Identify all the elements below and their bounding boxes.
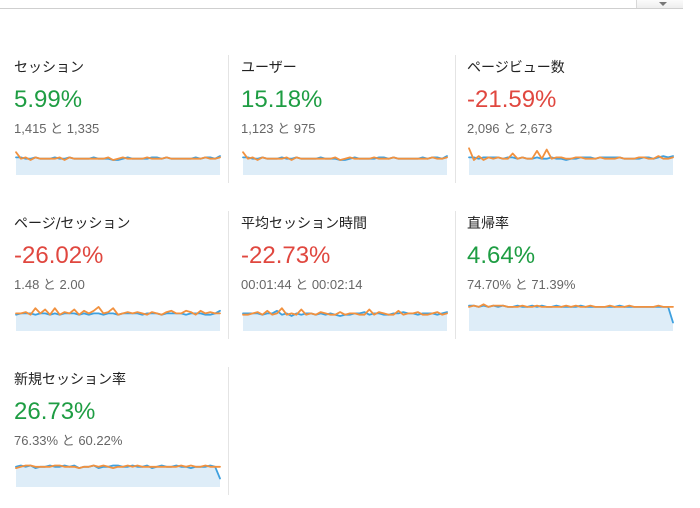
metric-sparkline (242, 307, 448, 331)
metric-card-bounce-rate: 直帰率 4.64% 74.70% と 71.39% (467, 211, 681, 339)
metric-title: 新規セッション率 (14, 372, 126, 388)
previous-series-line (242, 307, 448, 316)
sparkline-area (16, 465, 220, 487)
top-divider (0, 0, 683, 9)
previous-series-line (242, 151, 448, 161)
metric-comparison: 1.48 と 2.00 (14, 277, 85, 292)
metric-sparkline (468, 303, 674, 331)
metric-title: ページ/セッション (14, 216, 131, 232)
metric-comparison: 1,123 と 975 (241, 121, 316, 136)
metric-sparkline (468, 147, 674, 175)
sparkline-area (243, 156, 447, 175)
metric-sparkline (242, 151, 448, 175)
metric-change: 5.99% (14, 86, 83, 113)
metric-title: 直帰率 (467, 216, 509, 232)
metric-change: -22.73% (241, 242, 331, 269)
sparkline-area (16, 310, 220, 331)
previous-series-line (468, 303, 674, 308)
metric-sparkline (15, 306, 221, 331)
previous-series-line (468, 147, 674, 161)
metric-change: 15.18% (241, 86, 323, 113)
metric-card-pageviews: ページビュー数 -21.59% 2,096 と 2,673 (467, 55, 681, 183)
previous-series-line (15, 464, 221, 469)
sparkline-area (469, 156, 673, 175)
metric-card-users: ユーザー 15.18% 1,123 と 975 (241, 55, 456, 183)
metric-comparison: 76.33% と 60.22% (14, 433, 123, 448)
metric-card-new-sessions-rate: 新規セッション率 26.73% 76.33% と 60.22% (14, 367, 229, 495)
metric-comparison: 2,096 と 2,673 (467, 121, 553, 136)
metric-comparison: 1,415 と 1,335 (14, 121, 100, 136)
metric-sparkline (15, 464, 221, 487)
previous-series-line (15, 151, 221, 161)
metric-card-sessions: セッション 5.99% 1,415 と 1,335 (14, 55, 229, 183)
view-dropdown-button[interactable] (636, 0, 683, 8)
metric-title: ページビュー数 (467, 60, 565, 76)
metric-title: セッション (14, 60, 84, 76)
sparkline-area (469, 305, 673, 331)
metric-sparkline (15, 151, 221, 175)
metric-card-pages-per-session: ページ/セッション -26.02% 1.48 と 2.00 (14, 211, 229, 339)
metric-change: -21.59% (467, 86, 557, 113)
metric-title: ユーザー (241, 60, 297, 76)
metric-card-avg-session-duration: 平均セッション時間 -22.73% 00:01:44 と 00:02:14 (241, 211, 456, 339)
sparkline-area (16, 156, 220, 175)
previous-series-line (15, 306, 221, 316)
chevron-down-icon (659, 2, 667, 6)
metric-change: 26.73% (14, 398, 96, 425)
metric-comparison: 74.70% と 71.39% (467, 277, 576, 292)
metric-title: 平均セッション時間 (241, 216, 367, 232)
metric-change: -26.02% (14, 242, 104, 269)
sparkline-area (243, 310, 447, 331)
metric-change: 4.64% (467, 242, 536, 269)
metric-comparison: 00:01:44 と 00:02:14 (241, 277, 363, 292)
